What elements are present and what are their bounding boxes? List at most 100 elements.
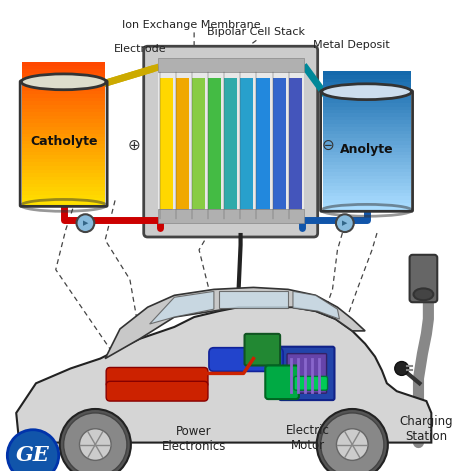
Bar — [22, 87, 105, 91]
Polygon shape — [218, 292, 287, 308]
Text: GE: GE — [16, 446, 50, 465]
Bar — [208, 210, 220, 219]
Text: ⊕: ⊕ — [127, 138, 140, 153]
Bar — [22, 105, 105, 109]
Polygon shape — [149, 292, 213, 324]
Circle shape — [316, 409, 387, 474]
Bar — [272, 78, 285, 221]
Bar — [22, 73, 105, 76]
Bar — [240, 78, 253, 221]
Bar — [22, 176, 105, 180]
Bar — [322, 96, 410, 100]
Bar — [257, 210, 268, 219]
Bar — [322, 196, 410, 200]
FancyBboxPatch shape — [106, 381, 207, 401]
Bar — [22, 183, 105, 187]
Bar — [159, 78, 172, 221]
Bar — [322, 158, 410, 162]
Text: Charging
Station: Charging Station — [399, 415, 452, 443]
FancyBboxPatch shape — [143, 46, 317, 237]
Circle shape — [335, 214, 353, 232]
Text: ▶: ▶ — [341, 220, 347, 226]
Bar — [22, 90, 105, 94]
Text: Electric
Motor: Electric Motor — [285, 425, 329, 453]
Bar — [241, 210, 252, 219]
Bar — [322, 186, 410, 190]
FancyBboxPatch shape — [279, 346, 334, 400]
Bar — [207, 78, 221, 221]
Bar — [22, 173, 105, 177]
Bar — [322, 82, 410, 86]
Bar — [322, 206, 410, 210]
Bar — [157, 58, 303, 72]
Bar — [322, 165, 410, 169]
Bar — [22, 165, 105, 170]
Bar — [208, 62, 220, 72]
Bar — [22, 108, 105, 112]
Bar — [22, 151, 105, 155]
Bar — [192, 62, 203, 72]
Bar — [322, 179, 410, 182]
Bar — [322, 172, 410, 176]
Bar — [289, 62, 300, 72]
FancyBboxPatch shape — [409, 255, 437, 302]
Bar — [176, 210, 187, 219]
Bar — [22, 201, 105, 205]
Circle shape — [336, 429, 367, 460]
Bar — [322, 203, 410, 207]
Bar — [322, 106, 410, 110]
Bar — [157, 60, 303, 223]
Bar — [22, 133, 105, 137]
FancyBboxPatch shape — [244, 334, 280, 365]
Bar — [176, 62, 187, 72]
Bar — [192, 210, 203, 219]
Bar — [257, 62, 268, 72]
Bar — [273, 62, 284, 72]
Circle shape — [63, 413, 127, 474]
Bar — [224, 62, 236, 72]
Bar — [22, 180, 105, 184]
Bar — [322, 134, 410, 137]
Bar — [22, 97, 105, 101]
Circle shape — [320, 413, 383, 474]
Text: ▶: ▶ — [83, 220, 88, 226]
Bar — [322, 113, 410, 117]
Bar — [224, 78, 237, 221]
Bar — [22, 65, 105, 69]
Bar — [22, 187, 105, 191]
Bar — [160, 62, 171, 72]
Bar — [224, 210, 236, 219]
Bar — [322, 120, 410, 124]
Bar — [322, 99, 410, 103]
Ellipse shape — [413, 288, 432, 300]
Bar — [157, 210, 303, 223]
Bar — [22, 115, 105, 119]
Bar — [322, 200, 410, 203]
Bar — [273, 210, 284, 219]
Bar — [22, 122, 105, 127]
Bar — [22, 76, 105, 80]
Bar — [322, 109, 410, 113]
Bar — [22, 162, 105, 166]
Bar — [22, 101, 105, 105]
Bar — [322, 92, 410, 96]
Ellipse shape — [321, 84, 411, 100]
Bar — [322, 137, 410, 141]
Bar — [191, 78, 205, 221]
Bar — [322, 141, 410, 145]
Bar — [322, 117, 410, 120]
Bar — [322, 151, 410, 155]
Bar — [322, 155, 410, 158]
Bar — [22, 126, 105, 130]
Bar — [322, 182, 410, 186]
Polygon shape — [292, 292, 339, 319]
Bar — [160, 210, 171, 219]
Bar — [322, 192, 410, 197]
Bar — [322, 144, 410, 148]
Bar — [322, 189, 410, 193]
Bar — [22, 62, 105, 65]
Text: ⊖: ⊖ — [320, 138, 333, 153]
Bar — [22, 80, 105, 83]
Bar — [22, 119, 105, 123]
FancyBboxPatch shape — [106, 367, 207, 387]
